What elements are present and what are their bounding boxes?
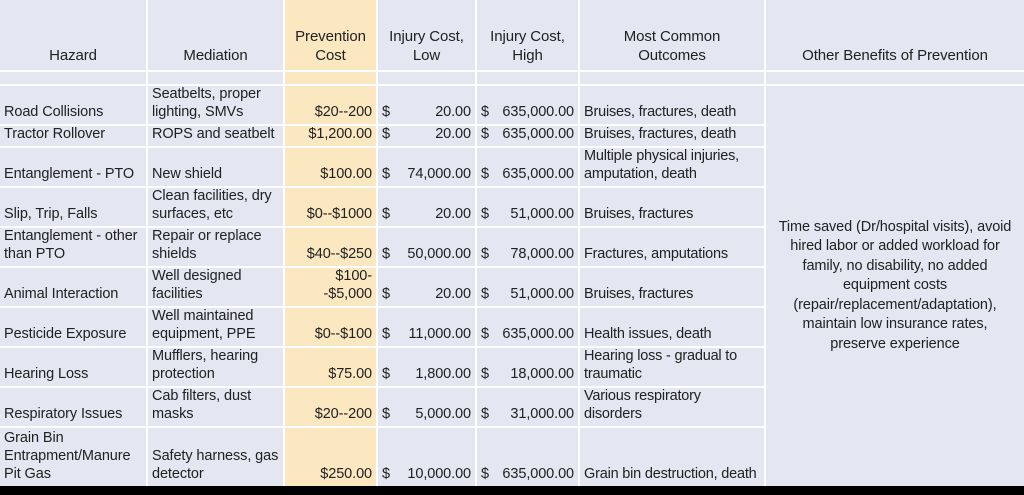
cell-injury-cost-high: $31,000.00 (477, 388, 578, 426)
cell-hazard: Hearing Loss (0, 348, 146, 386)
spacer-cell (0, 72, 146, 84)
cell-outcomes: Hearing loss - gradual to traumatic (580, 348, 764, 386)
column-header-injury-cost-high: Injury Cost, High (477, 0, 578, 70)
cell-mediation: Cab filters, dust masks (148, 388, 283, 426)
currency-symbol: $ (382, 466, 390, 482)
currency-symbol: $ (481, 406, 489, 422)
cell-prevention-cost: $40--$250 (285, 228, 376, 266)
cell-hazard: Animal Interaction (0, 268, 146, 306)
currency-symbol: $ (382, 104, 390, 120)
cell-outcomes: Health issues, death (580, 308, 764, 346)
column-header-hazard: Hazard (0, 0, 146, 70)
bottom-black-bar (0, 486, 1024, 495)
cell-injury-cost-low: $1,800.00 (378, 348, 475, 386)
cell-hazard: Respiratory Issues (0, 388, 146, 426)
currency-symbol: $ (382, 126, 390, 142)
cell-injury-cost-high: $635,000.00 (477, 126, 578, 146)
cell-hazard: Entanglement - other than PTO (0, 228, 146, 266)
cell-outcomes: Bruises, fractures (580, 268, 764, 306)
cell-mediation: Well designed facilities (148, 268, 283, 306)
cell-other-benefits: Time saved (Dr/hospital visits), avoid h… (766, 86, 1024, 486)
cell-outcomes: Multiple physical injuries, amputation, … (580, 148, 764, 186)
currency-symbol: $ (481, 366, 489, 382)
cell-injury-cost-high: $51,000.00 (477, 268, 578, 306)
currency-symbol: $ (382, 406, 390, 422)
cell-injury-cost-high: $78,000.00 (477, 228, 578, 266)
currency-symbol: $ (382, 206, 390, 222)
cell-injury-cost-low: $74,000.00 (378, 148, 475, 186)
currency-symbol: $ (481, 126, 489, 142)
cell-outcomes: Various respiratory disorders (580, 388, 764, 426)
cell-injury-cost-high: $51,000.00 (477, 188, 578, 226)
currency-symbol: $ (481, 246, 489, 262)
cell-mediation: Mufflers, hearing protection (148, 348, 283, 386)
currency-symbol: $ (382, 366, 390, 382)
currency-symbol: $ (382, 246, 390, 262)
cell-hazard: Grain Bin Entrapment/Manure Pit Gas (0, 428, 146, 486)
cell-injury-cost-high: $635,000.00 (477, 86, 578, 124)
cell-prevention-cost: $0--$1000 (285, 188, 376, 226)
cell-mediation: Repair or replace shields (148, 228, 283, 266)
cell-injury-cost-low: $20.00 (378, 188, 475, 226)
spacer-cell (580, 72, 764, 84)
cell-hazard: Slip, Trip, Falls (0, 188, 146, 226)
cell-injury-cost-low: $50,000.00 (378, 228, 475, 266)
cell-injury-cost-low: $20.00 (378, 126, 475, 146)
cell-injury-cost-high: $635,000.00 (477, 148, 578, 186)
cell-injury-cost-low: $20.00 (378, 86, 475, 124)
cell-prevention-cost: $0--$100 (285, 308, 376, 346)
cell-outcomes: Bruises, fractures, death (580, 126, 764, 146)
currency-symbol: $ (481, 206, 489, 222)
cell-outcomes: Fractures, amputations (580, 228, 764, 266)
currency-symbol: $ (481, 466, 489, 482)
cell-injury-cost-low: $5,000.00 (378, 388, 475, 426)
column-header-most-common-outcomes: Most Common Outcomes (580, 0, 764, 70)
currency-symbol: $ (481, 104, 489, 120)
cell-mediation: New shield (148, 148, 283, 186)
cell-hazard: Entanglement - PTO (0, 148, 146, 186)
cell-injury-cost-high: $18,000.00 (477, 348, 578, 386)
spacer-cell (148, 72, 283, 84)
cell-prevention-cost: $250.00 (285, 428, 376, 486)
cell-injury-cost-low: $11,000.00 (378, 308, 475, 346)
cell-prevention-cost: $20--200 (285, 86, 376, 124)
column-header-mediation: Mediation (148, 0, 283, 70)
currency-symbol: $ (382, 286, 390, 302)
cell-injury-cost-low: $10,000.00 (378, 428, 475, 486)
spacer-cell (378, 72, 475, 84)
cell-prevention-cost: $1,200.00 (285, 126, 376, 146)
cell-mediation: Clean facilities, dry surfaces, etc (148, 188, 283, 226)
cell-prevention-cost: $75.00 (285, 348, 376, 386)
cell-outcomes: Grain bin destruction, death (580, 428, 764, 486)
spacer-cell (766, 72, 1024, 84)
cell-hazard: Tractor Rollover (0, 126, 146, 146)
cell-injury-cost-high: $635,000.00 (477, 428, 578, 486)
cell-injury-cost-low: $20.00 (378, 268, 475, 306)
cell-mediation: Well maintained equipment, PPE (148, 308, 283, 346)
spacer-cell (285, 72, 376, 84)
cell-prevention-cost: $100--$5,000 (285, 268, 376, 306)
currency-symbol: $ (481, 286, 489, 302)
cell-mediation: Seatbelts, proper lighting, SMVs (148, 86, 283, 124)
cell-injury-cost-high: $635,000.00 (477, 308, 578, 346)
cell-outcomes: Bruises, fractures (580, 188, 764, 226)
cell-mediation: ROPS and seatbelt (148, 126, 283, 146)
cell-outcomes: Bruises, fractures, death (580, 86, 764, 124)
column-header-other-benefits: Other Benefits of Prevention (766, 0, 1024, 70)
cell-mediation: Safety harness, gas detector (148, 428, 283, 486)
cell-hazard: Pesticide Exposure (0, 308, 146, 346)
cell-prevention-cost: $20--200 (285, 388, 376, 426)
column-header-injury-cost-low: Injury Cost, Low (378, 0, 475, 70)
currency-symbol: $ (382, 166, 390, 182)
spacer-cell (477, 72, 578, 84)
cell-hazard: Road Collisions (0, 86, 146, 124)
currency-symbol: $ (481, 326, 489, 342)
currency-symbol: $ (481, 166, 489, 182)
cell-prevention-cost: $100.00 (285, 148, 376, 186)
currency-symbol: $ (382, 326, 390, 342)
column-header-prevention-cost: Prevention Cost (285, 0, 376, 70)
